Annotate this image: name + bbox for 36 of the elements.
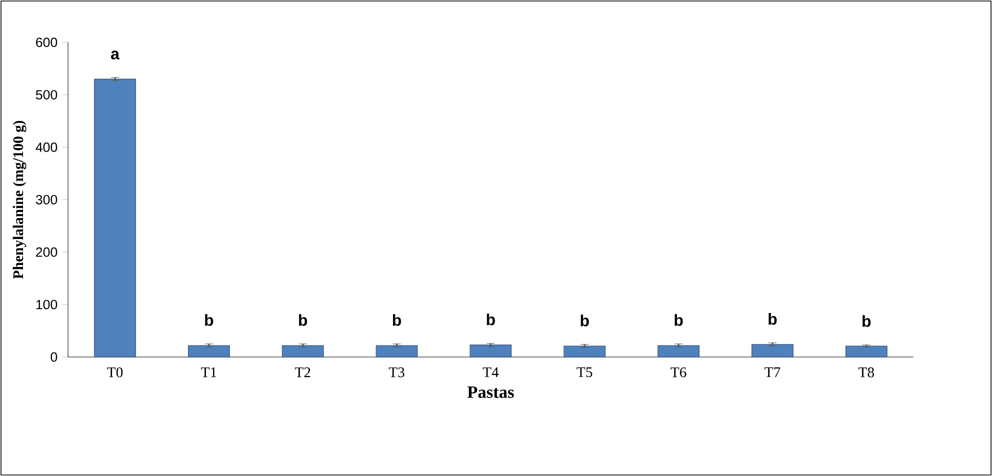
annotation: b: [580, 314, 589, 326]
annotation: b: [392, 314, 402, 326]
x-tick-label: T7: [764, 367, 780, 378]
y-tick-label: 200: [36, 247, 58, 257]
annotation: b: [299, 314, 308, 326]
x-tick-label: T2: [294, 367, 310, 378]
bar: [845, 346, 888, 358]
x-tick-label: T5: [576, 367, 592, 378]
annotation: b: [674, 314, 683, 326]
y-tick-label: 500: [36, 90, 58, 100]
y-tick-label: 300: [36, 194, 58, 204]
y-tick-label: 600: [36, 38, 58, 48]
annotation: b: [486, 314, 495, 326]
y-tick-label: 400: [36, 142, 58, 152]
y-axis-title: Phenylalanine (mg/100 g): [12, 120, 26, 279]
annotation: a: [111, 50, 120, 60]
y-tick-label: 0: [50, 352, 58, 362]
bar: [188, 345, 230, 358]
x-tick-label: T6: [670, 367, 686, 378]
x-tick-label: T4: [482, 367, 499, 378]
x-tick-label: T3: [388, 367, 404, 378]
bar: [564, 346, 606, 358]
bar: [752, 344, 794, 358]
bar: [282, 345, 324, 358]
annotation: b: [768, 313, 777, 325]
annotation: b: [862, 315, 871, 327]
y-tick-label: 100: [36, 300, 58, 310]
x-axis-title: Pastas: [467, 386, 514, 398]
bar: [94, 78, 136, 358]
bar: [658, 345, 700, 358]
x-tick-label: T0: [107, 367, 123, 378]
bar: [470, 344, 512, 358]
x-tick-label: T1: [201, 367, 216, 378]
x-tick-label: T8: [858, 367, 874, 378]
annotation: b: [205, 314, 214, 326]
bar: [376, 345, 418, 358]
